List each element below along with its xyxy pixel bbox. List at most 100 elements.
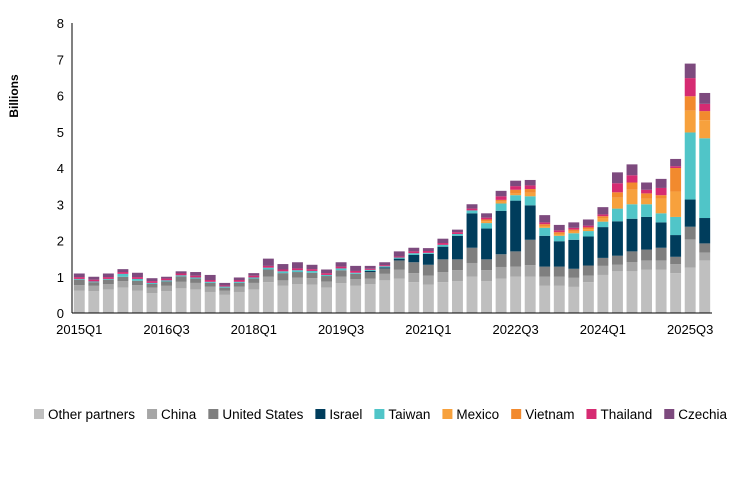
bar-segment-other-partners	[408, 282, 420, 313]
legend-label-czechia: Czechia	[678, 407, 727, 422]
bar-segment-taiwan	[539, 227, 551, 236]
bar-segment-thailand	[364, 268, 376, 270]
legend-label-mexico: Mexico	[456, 407, 499, 422]
bar-segment-thailand	[379, 265, 391, 267]
bar-segment-czechia	[408, 247, 420, 252]
bar-segment-china	[335, 276, 347, 284]
bar-segment-thailand	[292, 268, 303, 271]
bar-segment-mexico	[481, 221, 492, 224]
bar-segment-vietnam	[684, 96, 696, 111]
bar-segment-taiwan	[553, 235, 565, 242]
bar-segment-taiwan	[335, 268, 347, 271]
bar-segment-vietnam	[699, 111, 711, 121]
bar-segment-czechia	[146, 278, 158, 282]
bar-segment-taiwan	[452, 233, 463, 236]
bar-segment-taiwan	[612, 208, 623, 222]
bar-segment-china	[204, 286, 216, 292]
bar-segment-mexico	[655, 198, 667, 214]
legend-swatch-mexico	[442, 409, 453, 419]
legend-swatch-other-partners	[34, 409, 44, 419]
bar-segment-czechia	[393, 251, 405, 257]
bar-segment-other-partners	[306, 284, 318, 313]
y-axis-label: Billions	[7, 74, 21, 118]
bar-segment-china	[175, 281, 187, 289]
bar-segment-china	[73, 285, 85, 291]
bar-segment-china	[684, 239, 696, 268]
bar-segment-thailand	[582, 225, 594, 228]
bar-segment-taiwan	[699, 138, 711, 219]
y-tick-label: 7	[57, 52, 64, 67]
bar-segment-other-partners	[699, 260, 711, 313]
bar-segment-israel	[553, 241, 565, 267]
bar-segment-czechia	[422, 248, 434, 252]
y-tick-label: 5	[57, 125, 64, 140]
bar-segment-thailand	[655, 187, 667, 196]
bar-segment-czechia	[88, 276, 100, 280]
bar-segment-mexico	[524, 192, 536, 197]
bar-segment-taiwan	[422, 252, 434, 254]
x-tick-label: 2015Q1	[56, 322, 102, 337]
bar-segment-other-partners	[350, 285, 362, 313]
bar-segment-mexico	[582, 229, 594, 232]
x-tick-label: 2025Q3	[667, 322, 713, 337]
bar-segment-united-states	[481, 259, 492, 271]
bar-segment-mexico	[684, 110, 696, 133]
bar-segment-united-states	[175, 276, 187, 282]
bar-segment-israel	[524, 205, 536, 240]
bar-segment-china	[350, 279, 362, 286]
bar-segment-israel	[568, 239, 580, 269]
bar-segment-czechia	[306, 264, 318, 270]
x-tick-label: 2018Q1	[231, 322, 277, 337]
bar-segment-china	[262, 276, 274, 283]
bar-segment-taiwan	[568, 233, 580, 240]
bar-segment-china	[102, 284, 114, 290]
bar-segment-czechia	[553, 224, 565, 231]
bar-segment-other-partners	[422, 284, 434, 313]
bar-segment-other-partners	[292, 284, 303, 313]
bar-segment-taiwan	[88, 281, 100, 283]
legend-label-taiwan: Taiwan	[388, 407, 430, 422]
bar-segment-other-partners	[684, 267, 696, 313]
bar-segment-israel	[408, 255, 420, 263]
bar-segment-czechia	[466, 204, 478, 209]
bar-segment-taiwan	[597, 221, 609, 228]
bar-segment-taiwan	[175, 275, 187, 277]
bar-segment-other-partners	[597, 274, 609, 313]
bar-segment-united-states	[466, 247, 478, 263]
bar-segment-czechia	[175, 271, 187, 274]
bar-segment-thailand	[233, 280, 245, 282]
bar-segment-czechia	[481, 213, 492, 218]
bar-segment-china	[422, 275, 434, 285]
bar-segment-united-states	[102, 279, 114, 284]
bar-segment-czechia	[699, 92, 711, 104]
bar-segment-china	[699, 252, 711, 261]
bar-segment-united-states	[684, 226, 696, 240]
bar-segment-china	[277, 280, 289, 286]
bar-segment-china	[190, 282, 202, 290]
bar-segment-other-partners	[553, 285, 565, 313]
bar-segment-vietnam	[495, 199, 507, 202]
bar-segment-vietnam	[641, 193, 652, 199]
bar-segment-czechia	[597, 207, 609, 215]
bar-segment-mexico	[510, 193, 522, 196]
bar-segment-other-partners	[524, 276, 536, 313]
bar-segment-taiwan	[233, 281, 245, 283]
bar-segment-other-partners	[582, 282, 594, 313]
bar-segment-united-states	[73, 279, 85, 286]
y-tick-label: 4	[57, 161, 64, 176]
bar-segment-czechia	[539, 215, 551, 223]
bar-segment-taiwan	[641, 204, 652, 217]
y-tick-label: 2	[57, 234, 64, 249]
bar-segment-united-states	[350, 273, 362, 280]
bar-segment-thailand	[539, 222, 551, 225]
y-tick-label: 0	[57, 306, 64, 321]
bar-segment-mexico	[553, 233, 565, 236]
bar-segment-taiwan	[379, 266, 391, 268]
bar-segment-israel	[364, 270, 376, 273]
bar-segment-other-partners	[495, 278, 507, 313]
bar-segment-mexico	[568, 231, 580, 234]
bar-segment-thailand	[670, 166, 682, 168]
bar-segment-israel	[466, 213, 478, 248]
bar-segment-china	[670, 264, 682, 274]
